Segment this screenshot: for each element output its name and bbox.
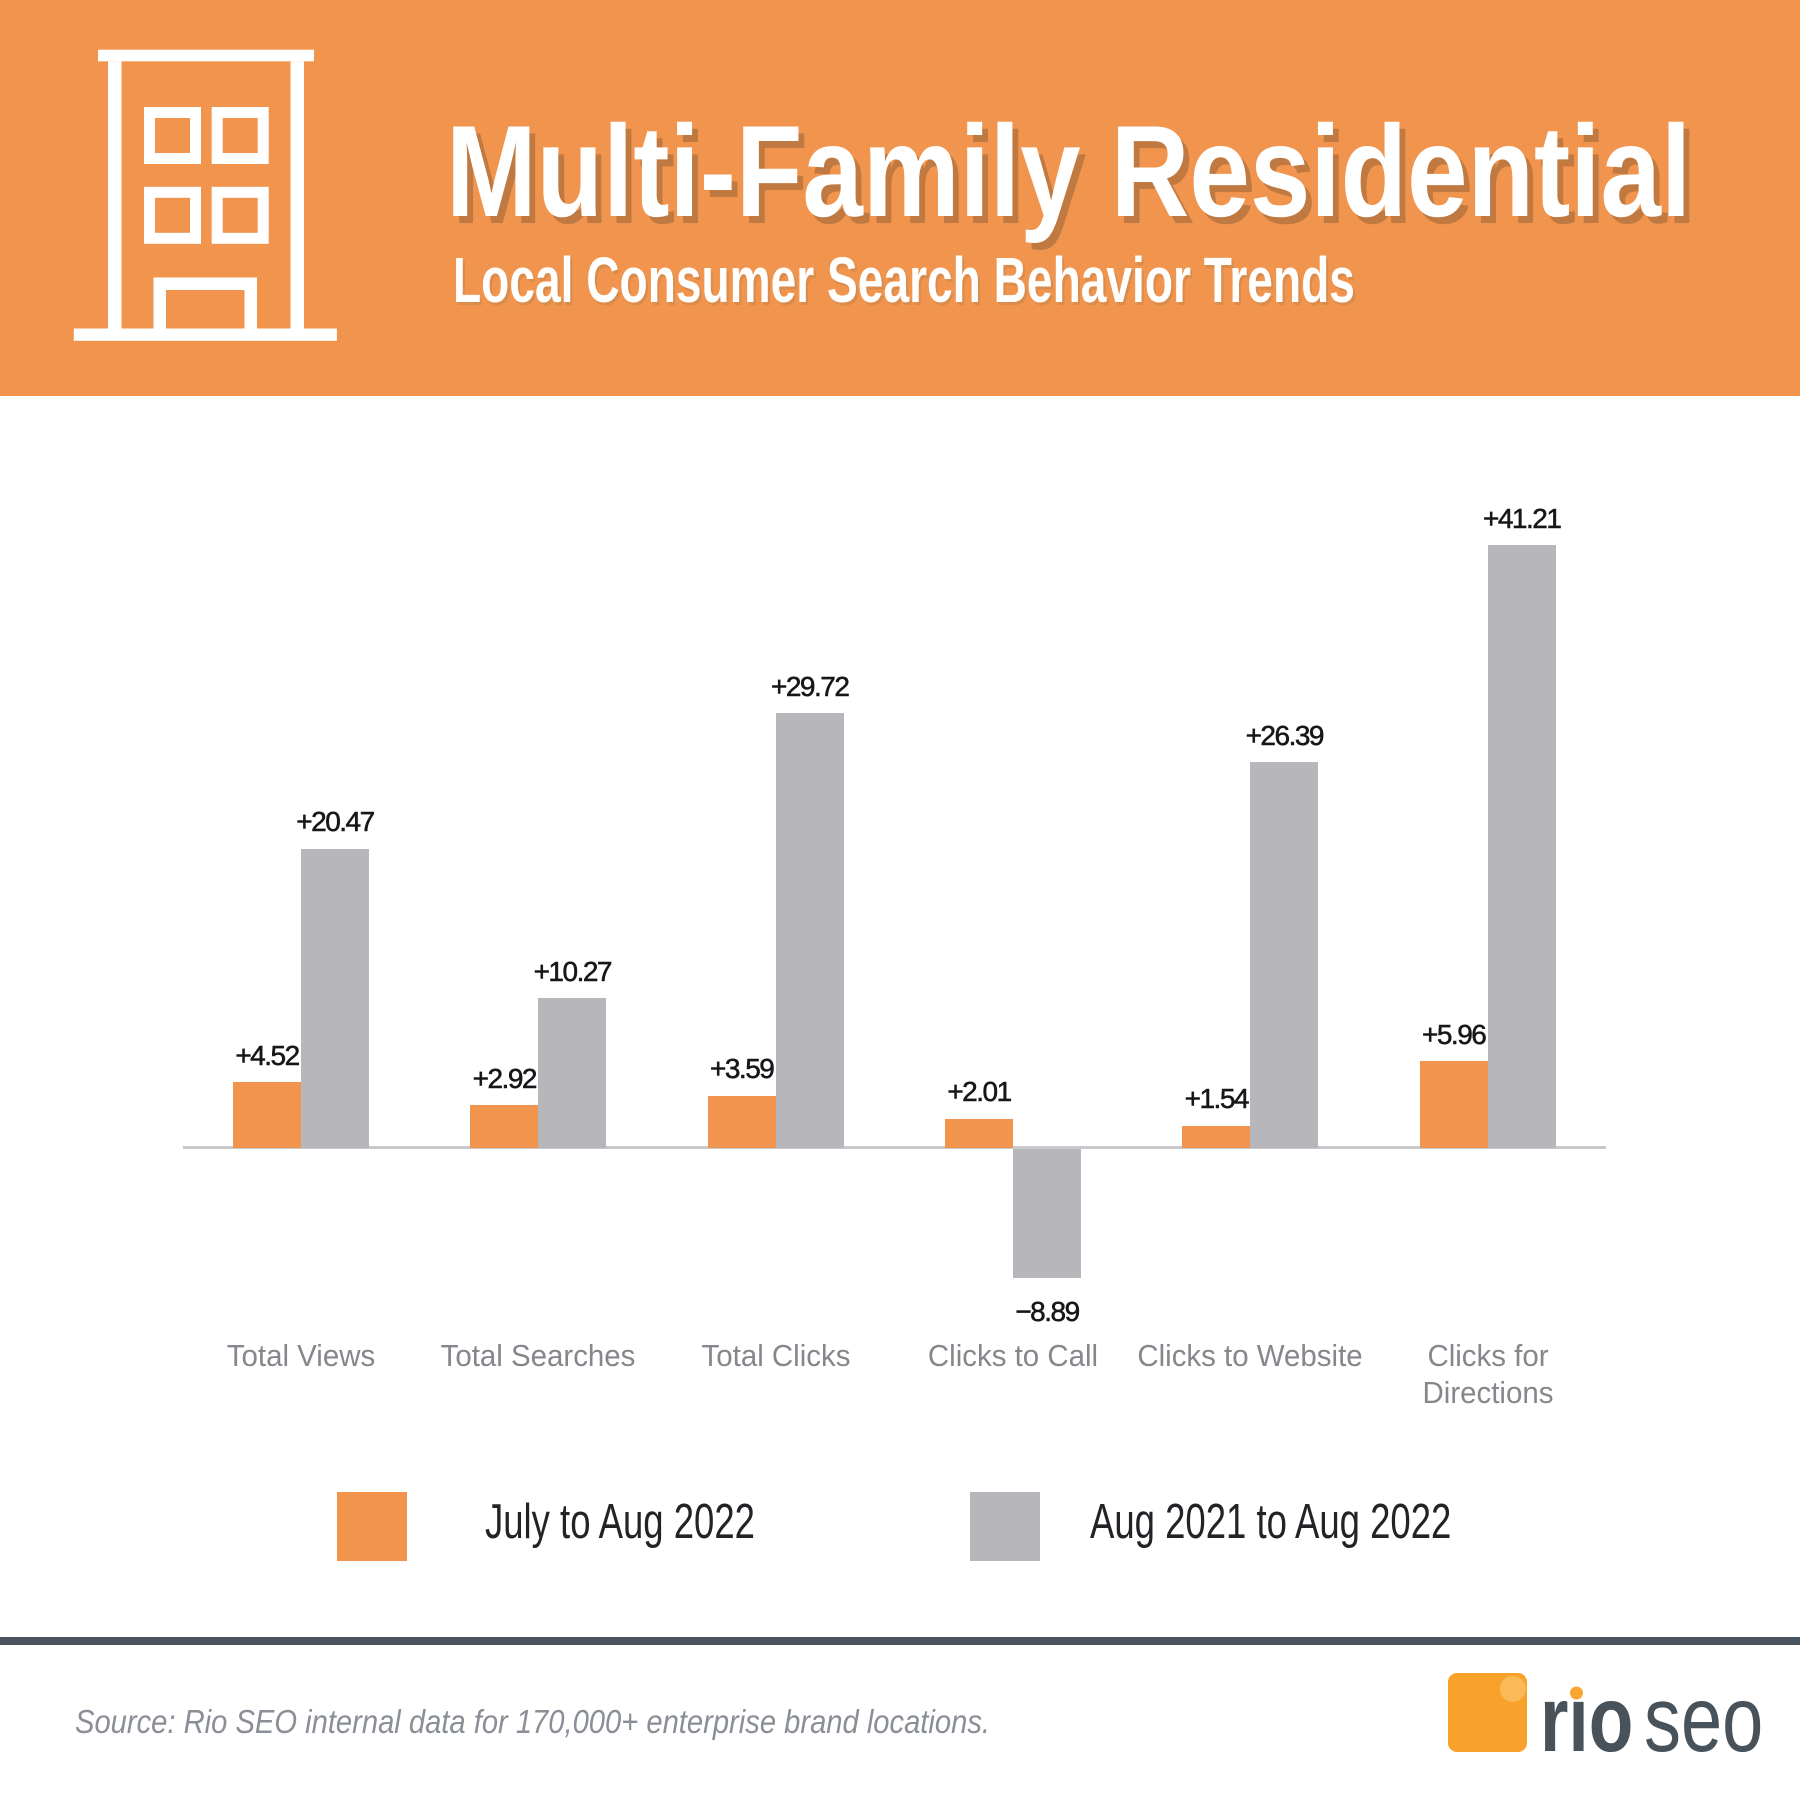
svg-text:seo: seo bbox=[1644, 1667, 1763, 1771]
svg-text:rıo: rıo bbox=[1540, 1668, 1633, 1771]
